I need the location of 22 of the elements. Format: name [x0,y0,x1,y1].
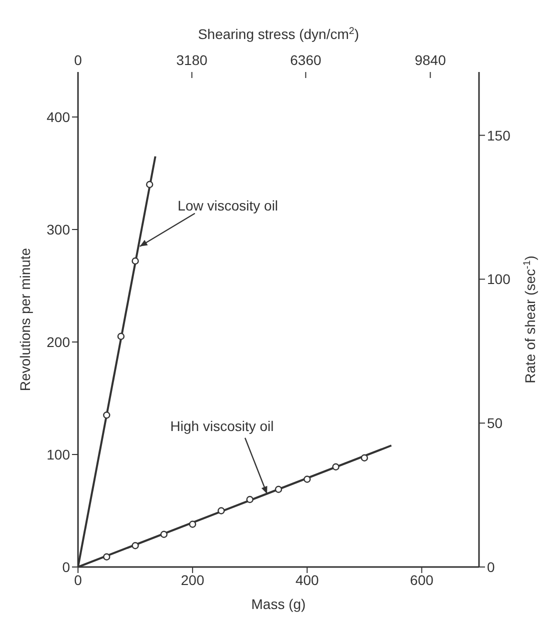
x2-tick-label: 9840 [414,52,446,68]
y2-tick-label: 50 [487,415,503,432]
x-tick-label: 600 [410,572,434,588]
x2-axis-title: Shearing stress (dyn/cm$^{2}$) [198,26,360,42]
x-tick-label: 200 [180,572,204,588]
annotation: High viscosity oil [170,418,274,434]
x-tick-label: 0 [74,572,82,588]
y2-tick-label: 0 [487,558,495,575]
y-tick-label: 0 [62,558,70,575]
y-tick-label: 100 [46,446,70,462]
annotation: Low viscosity oil [178,197,278,214]
x2-tick-label: 6360 [290,52,322,68]
x2-tick-label: 3180 [176,52,208,68]
y-tick-label: 400 [46,108,70,125]
x2-tick-label: 0 [74,52,82,68]
y-axis-title: Revolutions per minute [17,248,33,392]
x-axis-title: Mass (g) [251,596,306,612]
y2-tick-label: 100 [487,271,511,288]
y2-tick-label: 150 [487,127,511,144]
y-tick-label: 300 [46,221,70,238]
y-tick-label: 200 [46,334,70,350]
x-tick-label: 400 [295,572,320,588]
